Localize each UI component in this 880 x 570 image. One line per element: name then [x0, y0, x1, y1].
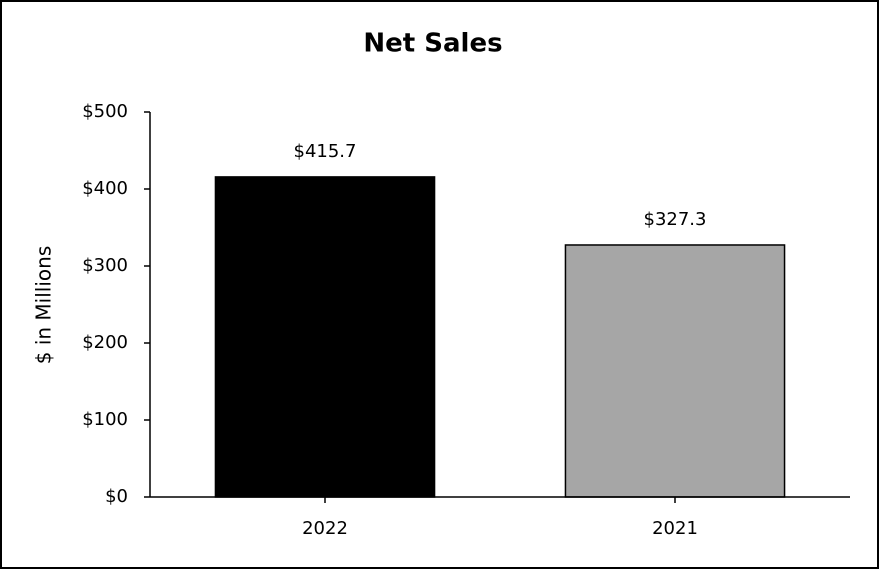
- y-tick-label: $0: [105, 486, 128, 507]
- value-label: $415.7: [294, 141, 357, 162]
- bar: [214, 176, 436, 498]
- y-tick-label: $200: [82, 332, 128, 353]
- bar: [564, 244, 786, 498]
- chart-title: Net Sales: [363, 29, 502, 59]
- y-axis-label: $ in Millions: [32, 246, 56, 365]
- y-tick-label: $400: [82, 178, 128, 199]
- y-tick-label: $100: [82, 409, 128, 430]
- y-tick-label: $500: [82, 101, 128, 122]
- x-tick-label: 2021: [652, 518, 698, 539]
- x-tick-label: 2022: [302, 518, 348, 539]
- y-tick-label: $300: [82, 255, 128, 276]
- value-label: $327.3: [644, 209, 707, 230]
